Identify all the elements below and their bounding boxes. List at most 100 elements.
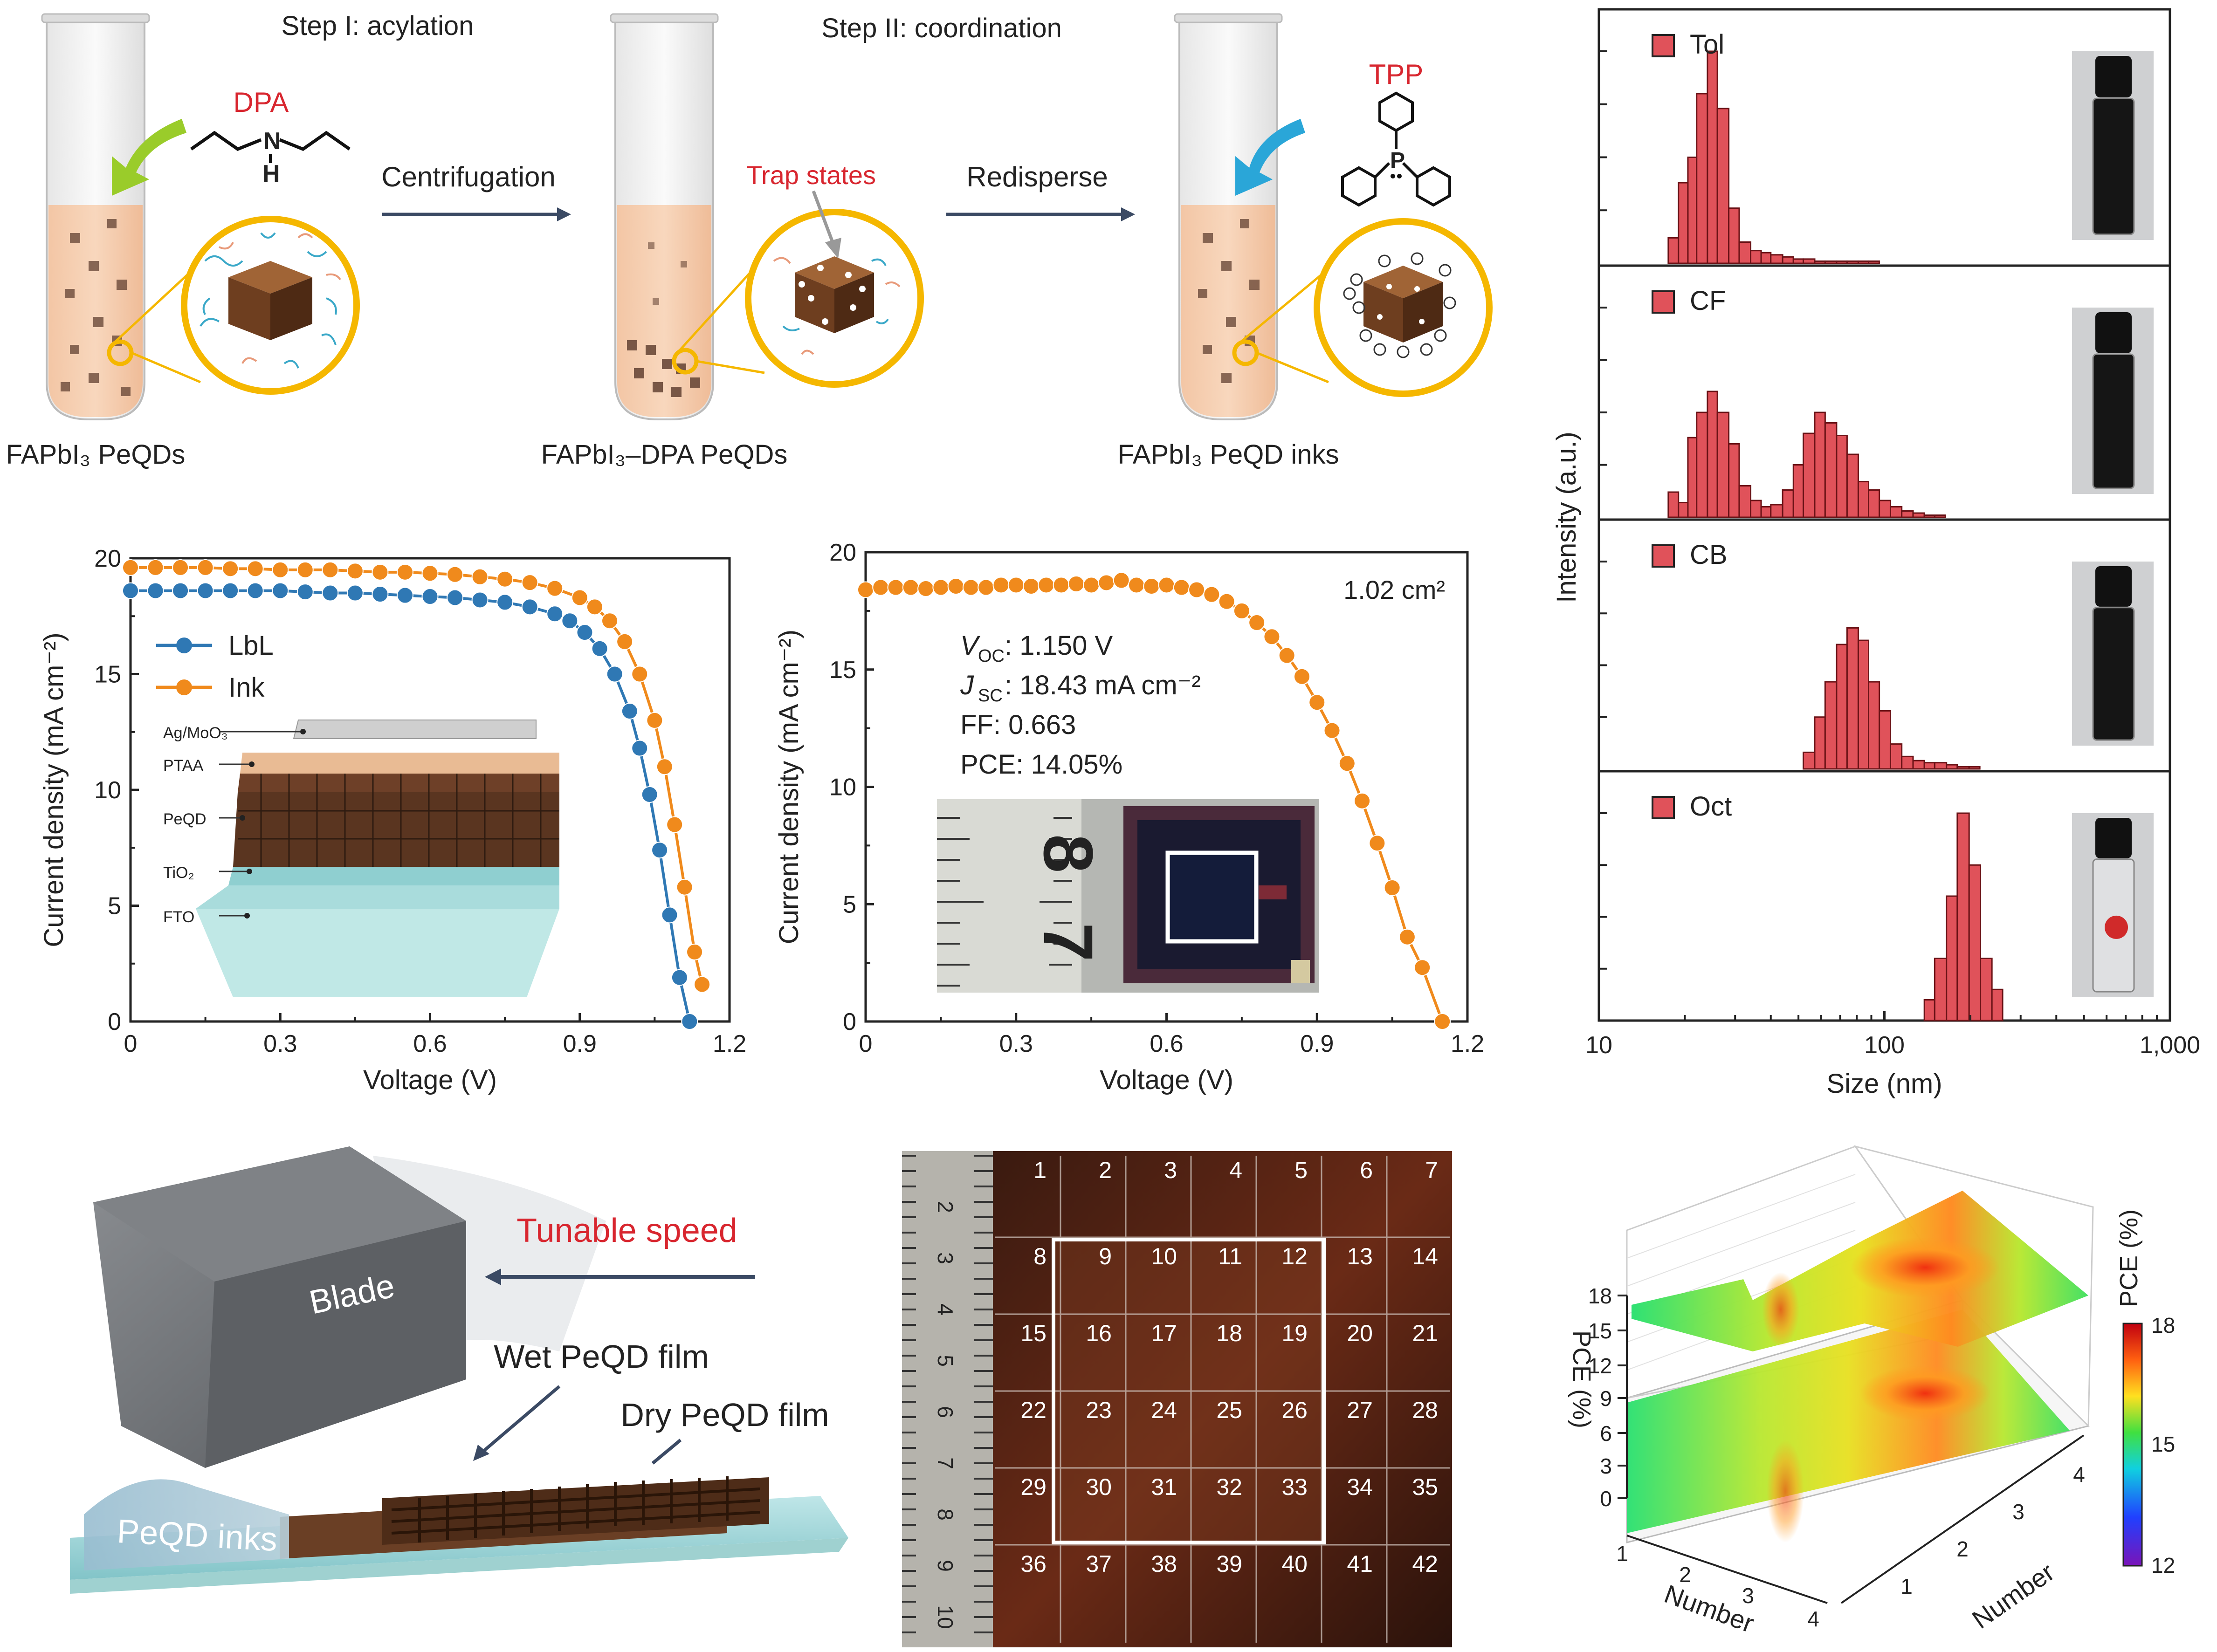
cell-number: 10: [1151, 1243, 1177, 1269]
trap-cube: [773, 256, 901, 355]
data-point: [621, 703, 638, 720]
legend-label: Tol: [1690, 29, 1724, 60]
histogram-bar: [1934, 762, 1948, 770]
data-point: [1113, 572, 1130, 589]
histogram-bar: [1696, 411, 1708, 518]
data-point: [197, 582, 214, 599]
data-point: [661, 906, 678, 924]
vial-cap: [2095, 818, 2132, 858]
device-photo: 8 7: [937, 799, 1319, 993]
jv-chart-0: [122, 557, 731, 1030]
dry-film-label: Dry PeQD film: [620, 1397, 829, 1433]
data-point: [1338, 755, 1356, 772]
cell-number: 15: [1020, 1320, 1047, 1346]
ruler-number: 5: [933, 1355, 957, 1367]
cell-number: 42: [1412, 1551, 1438, 1577]
data-point: [576, 624, 593, 641]
legend-marker: [176, 679, 192, 695]
ruler-digit-7: 7: [1029, 923, 1108, 961]
x-tick-label: 1,000: [2140, 1032, 2200, 1059]
data-point: [1038, 576, 1055, 594]
vial-precipitate: [2105, 915, 2128, 939]
histogram-bar: [1934, 958, 1948, 1021]
data-point: [521, 598, 538, 616]
data-point: [947, 578, 964, 595]
colorbar: [2122, 1323, 2143, 1567]
data-point: [1434, 1013, 1451, 1030]
jv-chart-small: [196, 720, 559, 997]
data-point: [1398, 928, 1416, 946]
data-point: [546, 580, 564, 597]
histogram-bar: [1687, 157, 1698, 264]
selected-area-box: [1052, 1238, 1326, 1544]
histogram-bar: [1867, 260, 1880, 264]
histogram-bar: [1738, 241, 1752, 264]
vial-body: [2092, 353, 2135, 489]
data-point: [272, 561, 289, 578]
x-tick-label: 0: [124, 1030, 138, 1057]
y-tick-label: 1: [1900, 1574, 1913, 1598]
data-point: [396, 563, 413, 581]
histogram-bar: [1707, 50, 1718, 264]
histogram-bar: [1956, 766, 1970, 770]
cell-number: 13: [1347, 1243, 1373, 1269]
layer-dot: [249, 761, 255, 767]
cell-number: 2: [1099, 1157, 1112, 1183]
histogram-bar: [1803, 258, 1816, 264]
param-subscript: SC: [978, 686, 1003, 706]
data-point: [601, 612, 618, 630]
cell-number: 35: [1412, 1474, 1438, 1500]
cell-number: 36: [1020, 1551, 1047, 1577]
data-point: [1128, 576, 1145, 594]
data-point: [122, 582, 139, 599]
data-point: [671, 969, 688, 986]
param-symbol: V: [960, 631, 981, 661]
data-point: [1308, 694, 1326, 711]
x-tick-label: 0.9: [1300, 1030, 1334, 1057]
cell-number: 14: [1412, 1243, 1438, 1269]
cell-number: 20: [1347, 1320, 1373, 1346]
data-point: [396, 587, 413, 604]
param-value: : 18.43 mA cm⁻²: [1005, 670, 1201, 700]
x-tick-label: 1: [1616, 1542, 1628, 1566]
histogram-bar: [1836, 644, 1848, 770]
data-point: [272, 582, 289, 599]
ruler-number: 10: [933, 1605, 957, 1629]
z-axis-label: PCE (%): [1568, 1330, 1596, 1428]
y-axis-label: Number: [1967, 1557, 2059, 1634]
colorbar-tick-label: 18: [2151, 1313, 2175, 1337]
z-tick-label: 12: [1588, 1354, 1612, 1378]
histogram-bar: [1707, 391, 1718, 518]
legend-label: CB: [1690, 540, 1728, 570]
vial-body: [2092, 607, 2135, 741]
x-axis-label: Voltage (V): [1100, 1065, 1233, 1095]
histogram-bar: [1912, 512, 1925, 518]
colorbar-tick-label: 15: [2151, 1432, 2175, 1456]
legend-swatch: [1652, 290, 1675, 314]
x-tick-label: 0: [859, 1030, 873, 1057]
histogram-bar: [1824, 260, 1838, 264]
data-point: [1248, 614, 1266, 631]
tube3-caption: FAPbI₃ PeQD inks: [1118, 439, 1339, 470]
x-tick-label: 100: [1864, 1032, 1905, 1059]
cell-number: 19: [1281, 1320, 1308, 1346]
x-axis-label: Voltage (V): [363, 1065, 497, 1095]
histogram-bar: [1728, 443, 1740, 518]
data-point: [666, 816, 683, 833]
data-point: [322, 584, 339, 602]
wet-film-label: Wet PeQD film: [494, 1338, 709, 1375]
histogram-bar: [1814, 716, 1826, 770]
data-point: [606, 665, 623, 683]
data-point: [172, 582, 189, 599]
histogram-bar: [1901, 510, 1914, 518]
data-point: [887, 579, 904, 596]
histogram-bar: [1687, 437, 1698, 518]
vial-cap: [2095, 566, 2132, 607]
x-tick-label: 3: [1742, 1583, 1754, 1608]
ruler-number: 4: [933, 1303, 957, 1316]
data-point: [1203, 586, 1220, 603]
surface-hot-spot: [1762, 1272, 1799, 1347]
cell-number: 21: [1412, 1320, 1438, 1346]
cell-number: 26: [1281, 1397, 1308, 1423]
histogram-bar: [1760, 506, 1772, 518]
